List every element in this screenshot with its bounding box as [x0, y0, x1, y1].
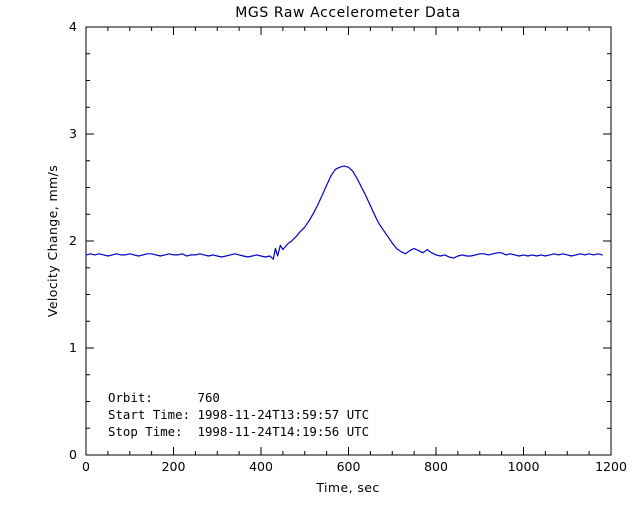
x-tick-label: 800 — [424, 459, 448, 474]
x-tick-label: 200 — [162, 459, 186, 474]
chart-title: MGS Raw Accelerometer Data — [235, 5, 461, 21]
x-axis-label: Time, sec — [315, 480, 379, 495]
data-series — [85, 165, 603, 260]
annotation-line: Start Time: 1998-11-24T13:59:57 UTC — [108, 407, 369, 422]
x-tick-label: 0 — [82, 459, 90, 474]
x-tick-label: 1200 — [595, 459, 627, 474]
axes: 0 200 400 600 800 1000 1200 0 1 2 3 4 — [69, 19, 627, 474]
annotations: Orbit: 760 Start Time: 1998-11-24T13:59:5… — [108, 390, 369, 439]
velocity-line — [85, 165, 603, 260]
y-tick-label: 4 — [69, 19, 77, 34]
annotation-line: Orbit: 760 — [108, 390, 220, 405]
x-tick-label: 1000 — [508, 459, 540, 474]
y-axis-label: Velocity Change, mm/s — [45, 165, 60, 317]
y-tick-label: 2 — [69, 233, 77, 248]
y-tick-label: 1 — [69, 340, 77, 355]
y-tick-label: 3 — [69, 126, 77, 141]
x-tick-label: 400 — [249, 459, 273, 474]
y-tick-label: 0 — [69, 447, 77, 462]
x-tick-label: 600 — [337, 459, 361, 474]
annotation-line: Stop Time: 1998-11-24T14:19:56 UTC — [108, 424, 369, 439]
